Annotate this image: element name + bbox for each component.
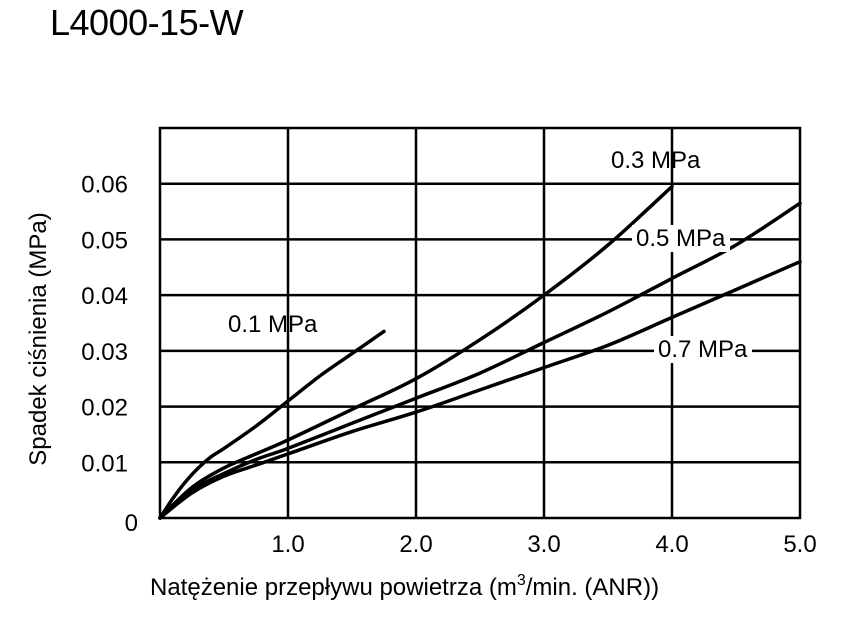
plot-frame [158, 126, 802, 520]
y-tick-label: 0 [125, 510, 138, 537]
y-tick-labels: 0 0.01 0.02 0.03 0.04 0.05 0.06 [81, 172, 138, 537]
series-label: 0.7 MPa [658, 336, 748, 363]
series-line [158, 184, 674, 520]
y-tick-label: 0.02 [81, 395, 128, 422]
series-label: 0.3 MPa [611, 147, 701, 174]
series-lines [158, 184, 802, 520]
x-tick-label: 5.0 [783, 531, 816, 558]
x-tick-label: 1.0 [271, 531, 304, 558]
y-tick-label: 0.05 [81, 227, 128, 254]
series-line [158, 329, 386, 520]
x-tick-label: 2.0 [399, 531, 432, 558]
chart-title: L4000-15-W [50, 2, 244, 43]
x-tick-label: 4.0 [655, 531, 688, 558]
y-tick-label: 0.03 [81, 339, 128, 366]
series-line [158, 201, 802, 520]
x-tick-label: 3.0 [527, 531, 560, 558]
series-labels: 0.1 MPa 0.3 MPa 0.5 MPa 0.7 MPa [228, 147, 753, 363]
x-tick-labels: 1.0 2.0 3.0 4.0 5.0 [271, 531, 816, 558]
y-tick-label: 0.06 [81, 172, 128, 199]
series-label-background [632, 225, 731, 252]
y-tick-label: 0.04 [81, 283, 128, 310]
x-axis-label: Natężenie przepływu powietrza (m3/min. (… [150, 572, 659, 601]
y-axis-label: Spadek ciśnienia (MPa) [25, 212, 52, 465]
y-tick-label: 0.01 [81, 450, 128, 477]
series-label: 0.5 MPa [636, 225, 726, 252]
series-label-background [654, 336, 753, 363]
series-line [158, 259, 802, 520]
series-label: 0.1 MPa [228, 311, 318, 338]
